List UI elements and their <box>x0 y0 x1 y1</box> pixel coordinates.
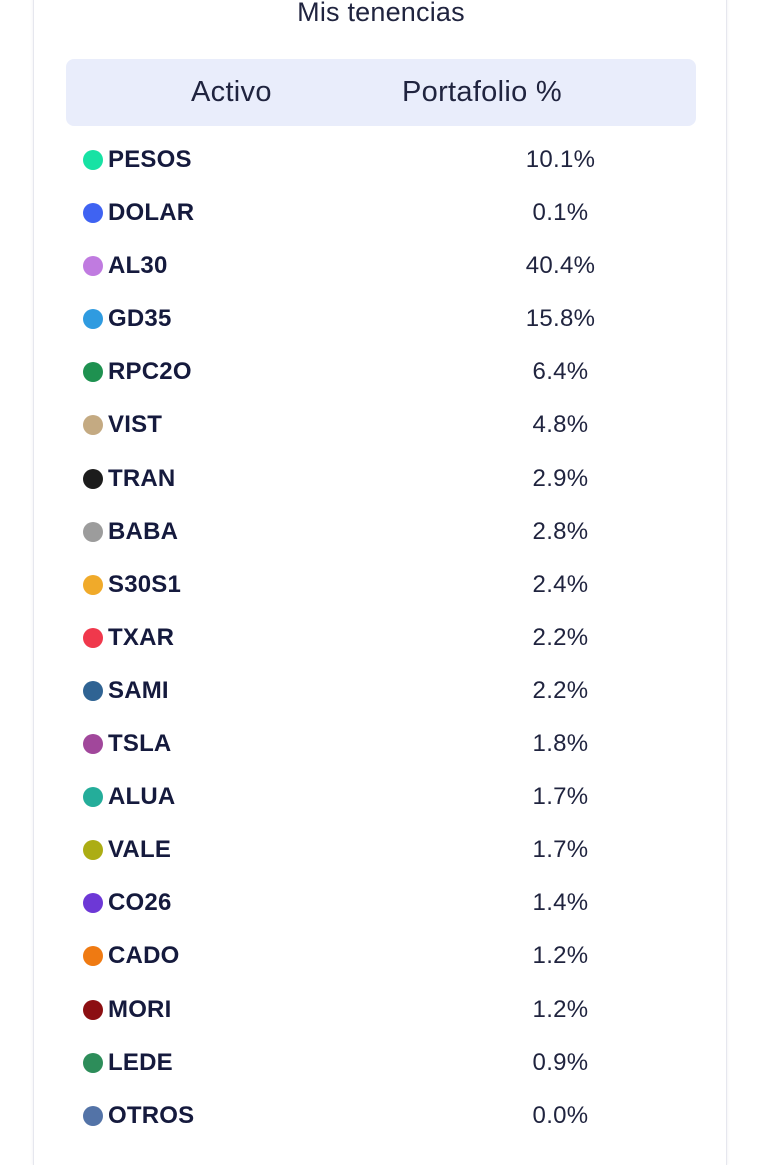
table-row: BABA 2.8% <box>34 507 728 560</box>
color-dot-icon <box>83 840 103 861</box>
table-header: Activo Portafolio % <box>66 59 696 126</box>
table-row: GD35 15.8% <box>34 294 728 347</box>
portfolio-percentage: 15.8% <box>525 305 596 333</box>
portfolio-percentage: 40.4% <box>525 252 596 280</box>
table-row: MORI 1.2% <box>34 985 728 1038</box>
portfolio-percentage: 1.7% <box>532 783 589 811</box>
color-dot-icon <box>83 627 103 648</box>
portfolio-percentage: 6.4% <box>532 358 589 386</box>
table-row: TRAN 2.9% <box>34 454 728 507</box>
portfolio-percentage: 0.1% <box>532 199 589 227</box>
asset-ticker: AL30 <box>108 252 168 280</box>
table-row: TSLA 1.8% <box>34 719 728 772</box>
asset-ticker: LEDE <box>108 1048 173 1076</box>
asset-ticker: TXAR <box>108 623 175 651</box>
color-dot-icon <box>83 150 103 170</box>
table-row: CO26 1.4% <box>34 878 728 931</box>
asset-ticker: PESOS <box>108 146 192 173</box>
asset-ticker: DOLAR <box>108 199 195 227</box>
asset-ticker: SAMI <box>108 676 169 704</box>
table-row: OTROS 0.0% <box>34 1091 728 1144</box>
table-row: LEDE 0.9% <box>34 1038 728 1091</box>
portfolio-percentage: 1.4% <box>532 889 589 917</box>
color-dot-icon <box>83 574 103 595</box>
table-row: PESOS 10.1% <box>34 135 728 188</box>
holdings-card: Mis tenencias Activo Portafolio % PESOS 1… <box>33 0 727 1165</box>
asset-ticker: CADO <box>108 942 180 970</box>
table-row: ALUA 1.7% <box>34 772 728 825</box>
portfolio-percentage: 1.2% <box>532 942 589 970</box>
portfolio-percentage: 2.8% <box>532 517 589 545</box>
portfolio-percentage: 10.1% <box>525 146 596 173</box>
portfolio-percentage: 4.8% <box>532 411 589 439</box>
color-dot-icon <box>83 734 103 755</box>
color-dot-icon <box>83 521 103 542</box>
color-dot-icon <box>83 787 103 808</box>
portfolio-percentage: 2.9% <box>532 464 589 492</box>
color-dot-icon <box>83 256 103 277</box>
asset-ticker: VIST <box>108 411 163 439</box>
table-row: SAMI 2.2% <box>34 666 728 719</box>
portfolio-percentage: 0.0% <box>532 1101 589 1129</box>
color-dot-icon <box>83 893 103 914</box>
column-header-asset: Activo <box>191 76 272 108</box>
asset-ticker: VALE <box>108 836 172 864</box>
table-row: DOLAR 0.1% <box>34 188 728 241</box>
portfolio-percentage: 2.2% <box>532 676 589 704</box>
color-dot-icon <box>83 999 103 1020</box>
color-dot-icon <box>83 468 103 489</box>
color-dot-icon <box>83 362 103 383</box>
asset-ticker: S30S1 <box>108 570 182 598</box>
asset-ticker: RPC2O <box>108 358 192 386</box>
color-dot-icon <box>83 946 103 967</box>
asset-ticker: OTROS <box>108 1101 195 1129</box>
column-header-portfolio: Portafolio % <box>402 76 562 108</box>
table-row: VIST 4.8% <box>34 400 728 453</box>
asset-ticker: TRAN <box>108 464 176 492</box>
asset-ticker: ALUA <box>108 783 176 811</box>
table-row: S30S1 2.4% <box>34 560 728 613</box>
table-row: TXAR 2.2% <box>34 613 728 666</box>
table-row: CADO 1.2% <box>34 931 728 984</box>
portfolio-percentage: 0.9% <box>532 1048 589 1076</box>
portfolio-percentage: 1.7% <box>532 836 589 864</box>
color-dot-icon <box>83 415 103 436</box>
asset-ticker: MORI <box>108 995 172 1023</box>
portfolio-percentage: 1.8% <box>532 730 589 758</box>
asset-ticker: TSLA <box>108 730 172 758</box>
asset-ticker: GD35 <box>108 305 172 333</box>
color-dot-icon <box>83 203 103 224</box>
table-row: RPC2O 6.4% <box>34 347 728 400</box>
table-row: AL30 40.4% <box>34 241 728 294</box>
card-title: Mis tenencias <box>297 0 465 27</box>
color-dot-icon <box>83 1052 103 1073</box>
portfolio-percentage: 1.2% <box>532 995 589 1023</box>
asset-ticker: BABA <box>108 517 179 545</box>
table-row: VALE 1.7% <box>34 825 728 878</box>
color-dot-icon <box>83 309 103 330</box>
portfolio-percentage: 2.2% <box>532 623 589 651</box>
color-dot-icon <box>83 680 103 701</box>
portfolio-percentage: 2.4% <box>532 570 589 598</box>
color-dot-icon <box>83 1105 103 1126</box>
holdings-list: PESOS 10.1% DOLAR 0.1% AL30 40.4% GD35 15.8% RPC… <box>34 135 728 1144</box>
asset-ticker: CO26 <box>108 889 172 917</box>
